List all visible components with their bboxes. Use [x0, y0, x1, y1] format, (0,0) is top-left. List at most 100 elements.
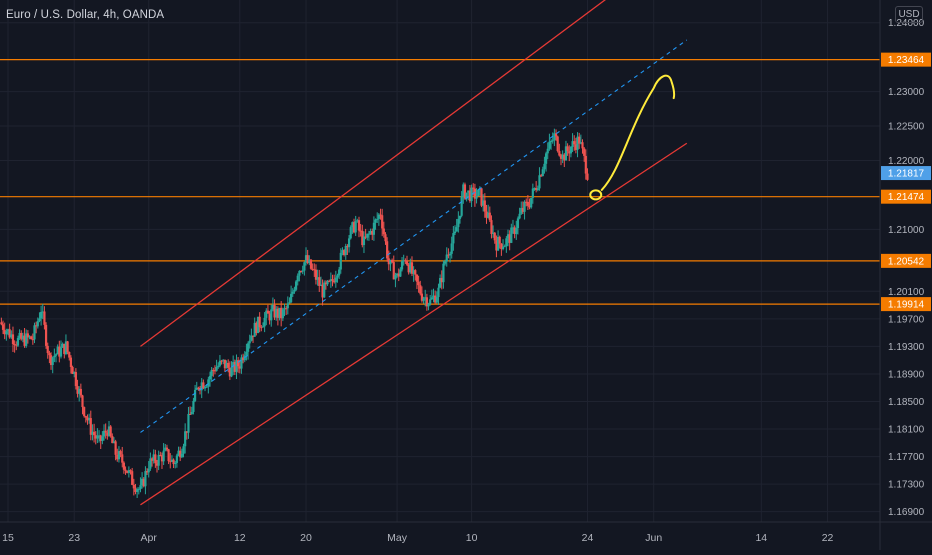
y-tick-label: 1.18500: [888, 397, 925, 408]
candle-bull: [149, 458, 152, 469]
candle-bull: [136, 489, 139, 492]
candle-bull: [164, 447, 167, 451]
candle-bear: [92, 431, 96, 436]
candle-bull: [217, 365, 220, 367]
candle-bear: [563, 154, 566, 161]
candle-bull: [162, 450, 165, 462]
candle-bear: [1, 324, 5, 330]
candle-bull: [369, 231, 372, 234]
candle-bear: [568, 151, 571, 154]
candle-bull: [256, 316, 260, 334]
candle-bull: [107, 426, 111, 436]
candle-bear: [66, 341, 69, 352]
y-tick-label: 1.18900: [888, 369, 925, 380]
candle-bull: [356, 220, 359, 222]
level-price-label: 1.20542: [888, 256, 925, 267]
candle-bull: [329, 279, 332, 282]
candle-bear: [508, 234, 511, 243]
candle-bull: [400, 261, 404, 270]
candle-bull: [64, 341, 68, 354]
candle-bear: [414, 270, 417, 275]
candle-bear: [104, 430, 107, 433]
candle-bull: [541, 169, 544, 177]
candle-bull: [435, 297, 438, 303]
candle-bear: [114, 441, 117, 455]
candle-bull: [482, 200, 485, 206]
x-tick-label: 12: [234, 532, 246, 544]
candle-bear: [179, 450, 182, 458]
y-tick-label: 1.24000: [888, 18, 925, 29]
candle-bull: [33, 325, 36, 340]
candle-bull: [263, 317, 266, 327]
candle-bear: [535, 188, 538, 191]
candle-bear: [364, 236, 367, 238]
grid: [0, 0, 880, 522]
candle-bear: [273, 304, 276, 318]
candle-bear: [124, 469, 127, 471]
candle-bear: [495, 240, 498, 251]
x-tick-label: Jun: [645, 532, 662, 544]
candle-bull: [101, 436, 104, 441]
x-tick-label: May: [387, 532, 408, 544]
candle-bull: [245, 351, 248, 356]
candle-bear: [346, 246, 349, 248]
candle-bull: [457, 218, 460, 228]
candle-bull: [543, 163, 546, 170]
currency-button[interactable]: USD: [895, 6, 923, 23]
candle-bull: [97, 435, 101, 437]
candle-bull: [316, 277, 319, 280]
candle-bull: [210, 369, 213, 376]
candle-bull: [339, 252, 342, 270]
candle-bear: [392, 262, 395, 280]
candle-bull: [248, 340, 251, 344]
candle-bull: [432, 295, 435, 298]
candle-bear: [142, 478, 145, 487]
candle-bull: [506, 234, 510, 239]
candle-bear: [391, 259, 394, 263]
candle-bear: [314, 269, 318, 280]
candle-bear: [20, 332, 23, 340]
candle-bear: [81, 395, 84, 408]
candle-bear: [116, 454, 119, 460]
candle-bear: [266, 310, 270, 314]
candle-bull: [91, 431, 94, 435]
candle-bear: [521, 207, 525, 212]
candle-bear: [328, 280, 331, 282]
candle-bull: [505, 238, 508, 247]
candle-bull: [549, 140, 553, 142]
y-tick-label: 1.18100: [888, 425, 925, 436]
candle-bear: [554, 133, 558, 137]
candle-bear: [473, 188, 476, 199]
candle-bear: [500, 243, 503, 250]
candle-bull: [518, 213, 521, 219]
candle-bull: [290, 293, 293, 303]
candle-bull: [240, 357, 243, 369]
candle-bull: [303, 262, 306, 271]
candle-bull: [319, 284, 323, 286]
candle-bear: [237, 360, 240, 367]
candle-bear: [493, 232, 496, 241]
candle-bull: [235, 360, 238, 372]
candle-bear: [233, 362, 236, 372]
projection-arrow-path: [600, 74, 676, 191]
candle-bear: [86, 417, 89, 421]
candle-bear: [318, 277, 321, 286]
candle-bear: [49, 355, 53, 366]
candle-bull: [496, 236, 500, 251]
symbol-title[interactable]: Euro / U.S. Dollar, 4h, OANDA: [6, 9, 165, 21]
candle-bull: [377, 214, 380, 219]
candle-bull: [203, 386, 207, 389]
candles: [0, 128, 589, 499]
candle-bear: [586, 173, 589, 180]
candle-bear: [223, 359, 226, 369]
candle-bear: [342, 250, 346, 255]
candle-bull: [394, 275, 397, 280]
candle-bear: [74, 372, 77, 387]
candle-bull: [147, 468, 150, 473]
candle-bull: [362, 236, 366, 246]
candle-bull: [412, 270, 415, 274]
price-labels: 1.23464 1.21474 1.20542 1.19914 1.21817: [881, 52, 931, 312]
candle-bear: [242, 357, 245, 361]
